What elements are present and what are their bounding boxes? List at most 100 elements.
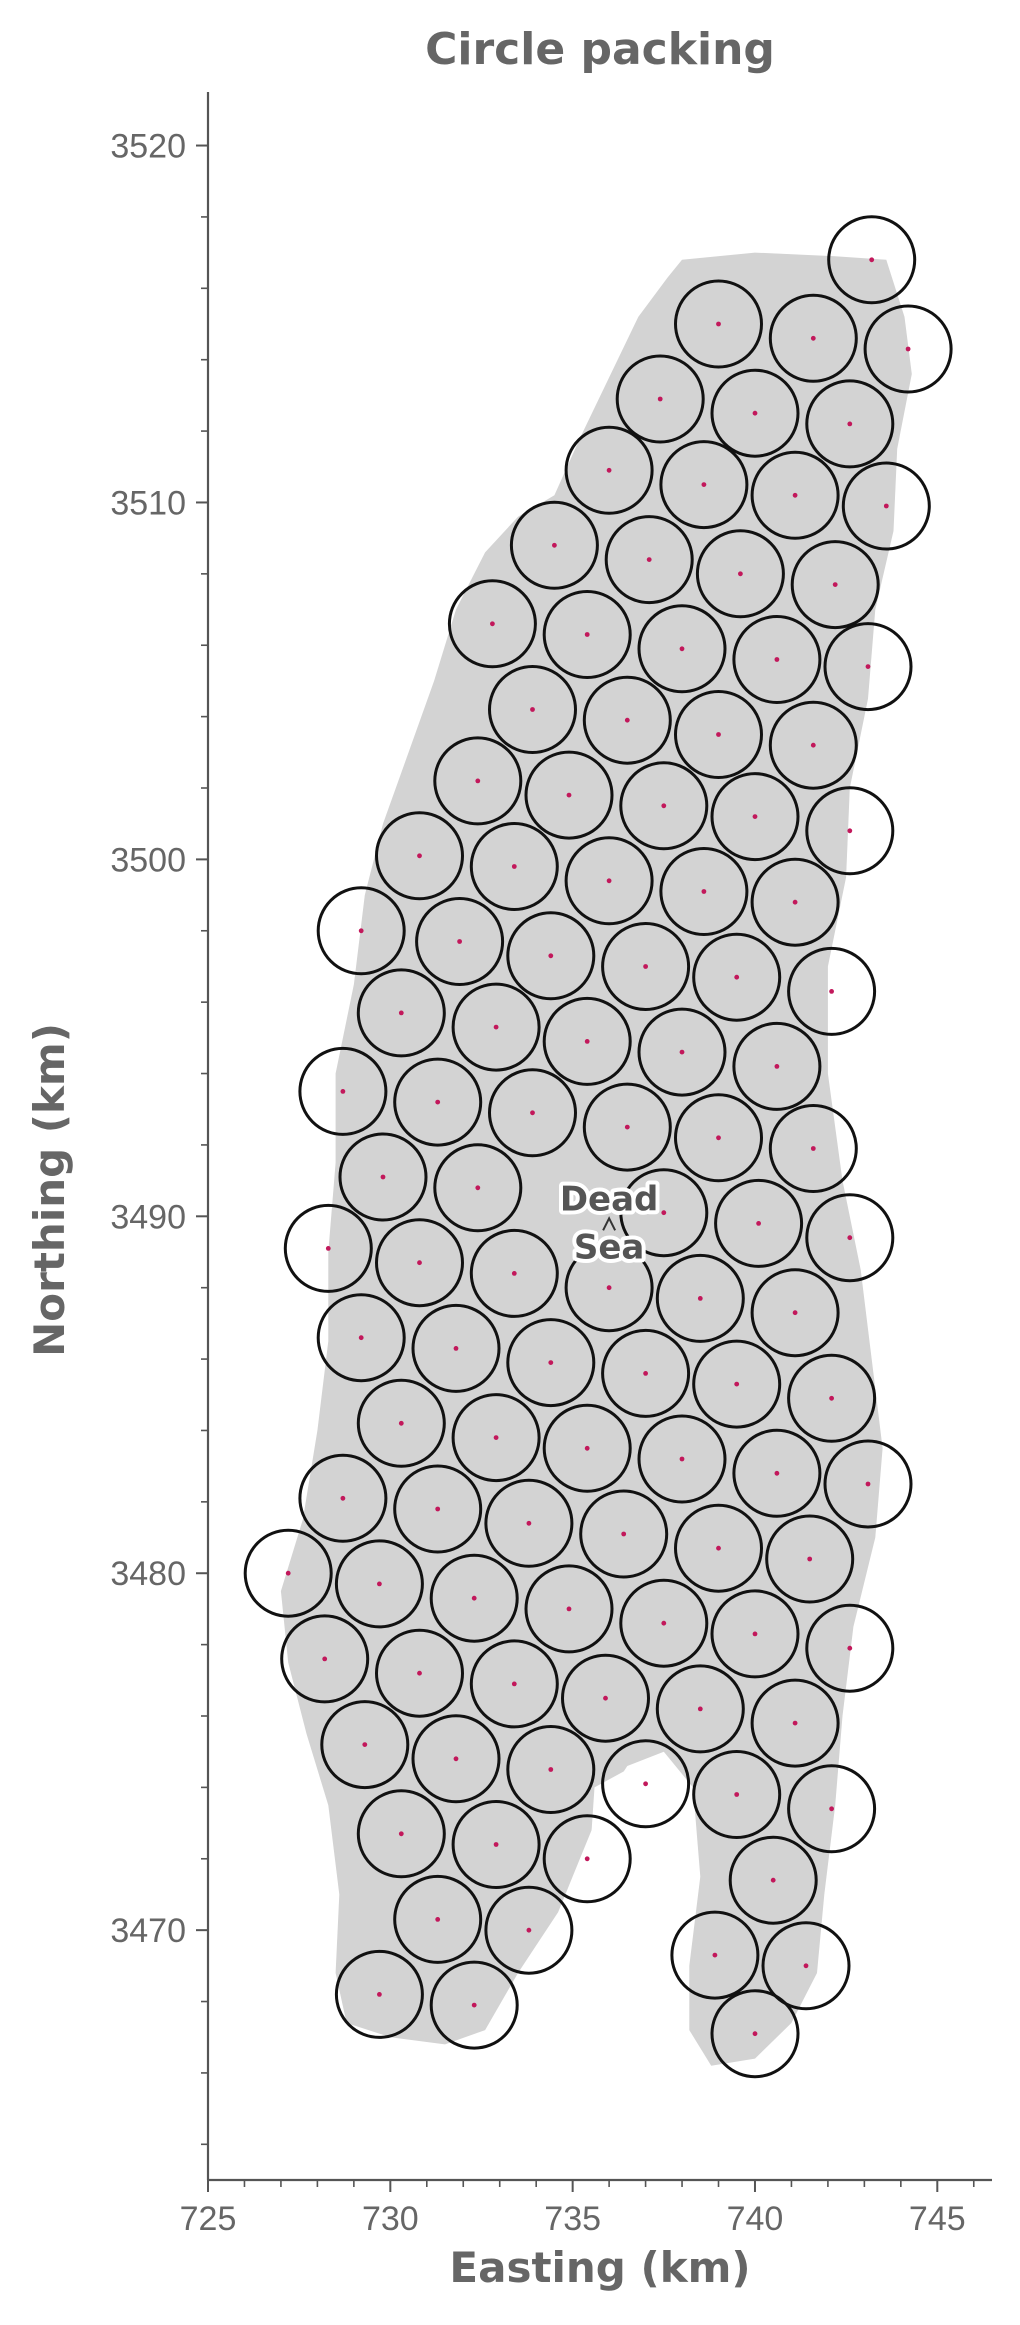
circle-center-point [702, 889, 707, 894]
circle-center-point [847, 422, 852, 427]
x-tick-label: 735 [544, 2200, 601, 2238]
circle-center-point [775, 657, 780, 662]
circle-center-point [603, 1696, 608, 1701]
circle-center-point [286, 1571, 291, 1576]
annotation-label: Dead [560, 1179, 659, 1219]
circle-center-point [548, 1360, 553, 1365]
circle-center-point [399, 1011, 404, 1016]
circle-center-point [377, 1992, 382, 1997]
circle-center-point [643, 964, 648, 969]
circle-center-point [753, 1632, 758, 1637]
circle-center-point [661, 1621, 666, 1626]
circle-center-point [399, 1831, 404, 1836]
annotation-label: Sea [574, 1227, 645, 1267]
circle-center-point [833, 582, 838, 587]
chart-title: Circle packing [425, 24, 775, 75]
circle-center-point [435, 1100, 440, 1105]
circle-center-point [680, 1457, 685, 1462]
circle-center-point [680, 1050, 685, 1055]
circle-center-point [454, 1346, 459, 1351]
plot-area: 347034803490350035103520725 730 735 740 745D… [110, 92, 992, 2238]
circle-center-point [661, 1210, 666, 1215]
circle-center-point [607, 468, 612, 473]
circle-center-point [625, 718, 630, 723]
circle-center-point [753, 814, 758, 819]
circle-center-point [738, 571, 743, 576]
circle-center-point [548, 1767, 553, 1772]
circle-center-point [585, 1039, 590, 1044]
circle-center-point [713, 1953, 718, 1958]
circle-center-point [530, 707, 535, 712]
circle-center-point [716, 1135, 721, 1140]
circle-center-point [341, 1089, 346, 1094]
y-axis-title: Northing (km) [25, 1023, 74, 1357]
circle-center-point [552, 543, 557, 548]
circle-center-point [811, 336, 816, 341]
circle-center-point [869, 257, 874, 262]
circle-center-point [530, 1110, 535, 1115]
circle-center-point [377, 1582, 382, 1587]
circle-center-point [906, 347, 911, 352]
circle-center-point [643, 1371, 648, 1376]
y-tick-label: 3520 [110, 128, 186, 166]
circle-center-point [585, 1856, 590, 1861]
y-tick-label: 3500 [110, 841, 186, 879]
circle-center-point [494, 1842, 499, 1847]
circle-center-point [829, 1806, 834, 1811]
circle-center-point [417, 1260, 422, 1265]
circle-center-point [472, 2003, 477, 2008]
x-tick-label: 740 [727, 2200, 784, 2238]
y-tick-label: 3470 [110, 1912, 186, 1950]
circle-center-point [494, 1025, 499, 1030]
circle-center-point [475, 779, 480, 784]
circle-center-point [567, 793, 572, 798]
circle-center-point [359, 1335, 364, 1340]
circle-center-point [793, 900, 798, 905]
circle-center-point [625, 1125, 630, 1130]
circle-center-point [698, 1707, 703, 1712]
circle-center-point [866, 664, 871, 669]
circle-center-point [326, 1246, 331, 1251]
circle-center-point [804, 1963, 809, 1968]
circle-center-point [607, 1285, 612, 1290]
circle-center-point [454, 1756, 459, 1761]
circle-center-point [475, 1185, 480, 1190]
circle-center-point [322, 1657, 327, 1662]
circle-center-point [702, 482, 707, 487]
circle-center-point [359, 928, 364, 933]
circle-center-point [793, 1721, 798, 1726]
circle-center-point [847, 828, 852, 833]
y-tick-label: 3510 [110, 484, 186, 522]
circle-center-point [775, 1064, 780, 1069]
y-tick-label: 3480 [110, 1555, 186, 1593]
circle-center-point [647, 557, 652, 562]
circle-center-point [793, 1310, 798, 1315]
circle-center-point [771, 1878, 776, 1883]
circle-center-point [512, 1682, 517, 1687]
circle-center-point [399, 1421, 404, 1426]
circle-center-point [490, 621, 495, 626]
circle-center-point [734, 1792, 739, 1797]
circle-center-point [734, 975, 739, 980]
circle-center-point [866, 1482, 871, 1487]
circle-center-point [457, 939, 462, 944]
circle-center-point [621, 1532, 626, 1537]
circle-center-point [775, 1471, 780, 1476]
circle-center-point [548, 953, 553, 958]
circle-center-point [847, 1235, 852, 1240]
circle-center-point [716, 1546, 721, 1551]
x-tick-label: 725 [180, 2200, 237, 2238]
circle-center-point [527, 1928, 532, 1933]
circle-center-point [472, 1596, 477, 1601]
circle-center-point [734, 1382, 739, 1387]
circle-center-point [829, 1396, 834, 1401]
circle-center-point [417, 1671, 422, 1676]
x-tick-label: 730 [362, 2200, 419, 2238]
circle-center-point [494, 1435, 499, 1440]
y-tick-label: 3490 [110, 1198, 186, 1236]
circle-center-point [753, 2031, 758, 2036]
circle-center-point [698, 1296, 703, 1301]
circle-center-point [756, 1221, 761, 1226]
circle-center-point [793, 493, 798, 498]
